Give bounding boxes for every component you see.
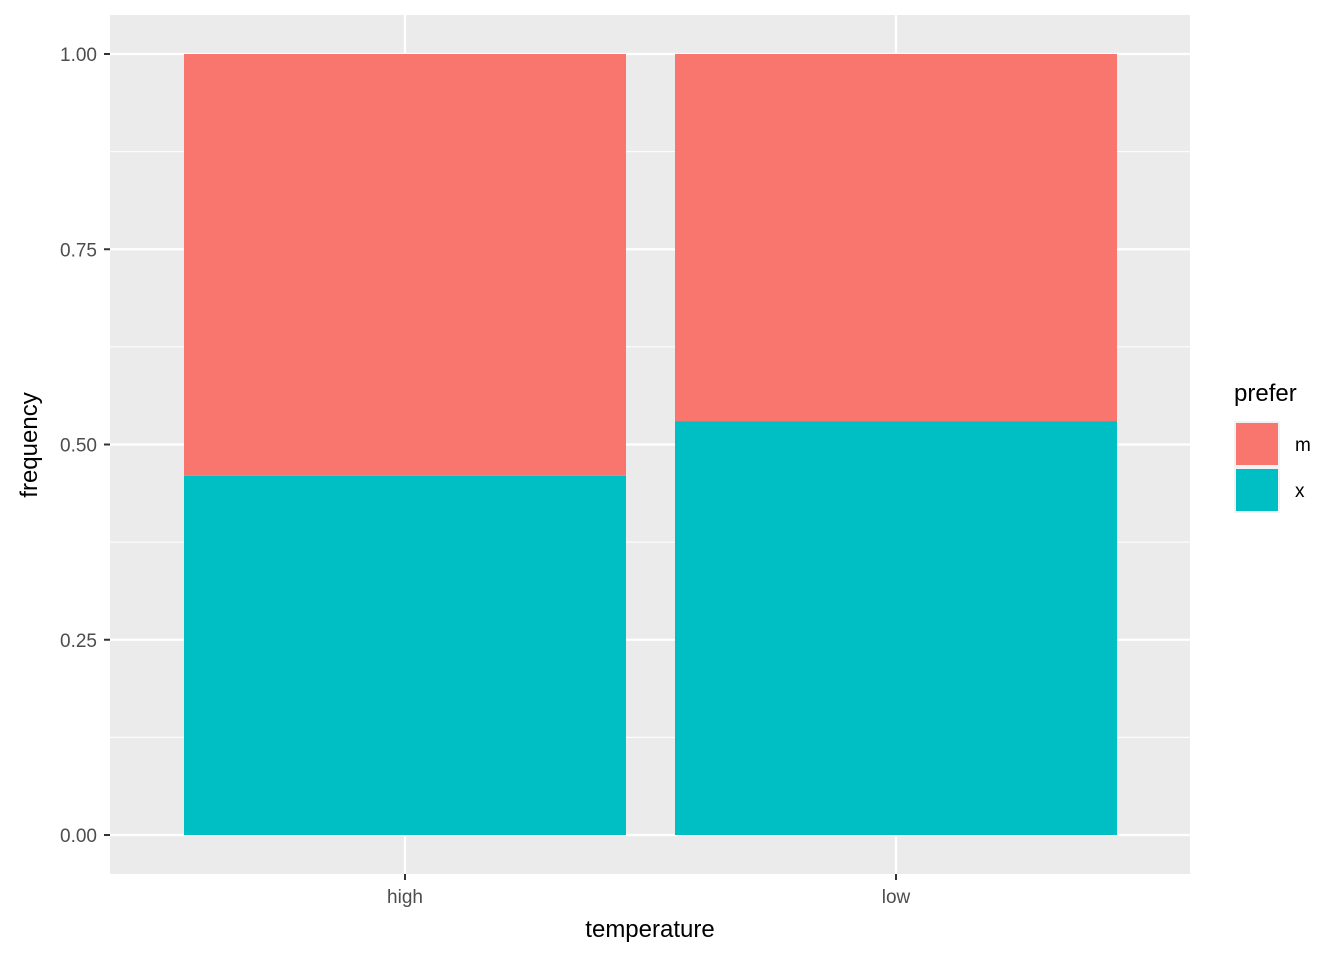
bar-low-m	[675, 54, 1117, 422]
legend-label-m: m	[1295, 435, 1311, 456]
legend-title: prefer	[1234, 380, 1297, 407]
legend-label-x: x	[1295, 481, 1305, 502]
bars	[184, 54, 1117, 835]
legend-key-m	[1236, 423, 1278, 465]
x-tick-label: low	[882, 887, 911, 908]
legend-key-x	[1236, 469, 1278, 511]
y-axis: 0.00 0.25 0.50 0.75 1.00	[60, 45, 110, 847]
y-tick-label: 0.50	[60, 436, 97, 457]
bar-high-m	[184, 54, 626, 476]
x-axis-title: temperature	[585, 916, 714, 943]
y-tick-label: 0.00	[60, 826, 97, 847]
y-tick-label: 0.25	[60, 631, 97, 652]
y-axis-title: frequency	[16, 392, 43, 497]
x-axis: high low	[387, 874, 911, 908]
y-tick-label: 1.00	[60, 45, 97, 66]
bar-low-x	[675, 421, 1117, 835]
y-tick-label: 0.75	[60, 240, 97, 261]
bar-high-x	[184, 475, 626, 835]
legend: prefer m x	[1234, 380, 1311, 513]
x-tick-label: high	[387, 887, 423, 908]
